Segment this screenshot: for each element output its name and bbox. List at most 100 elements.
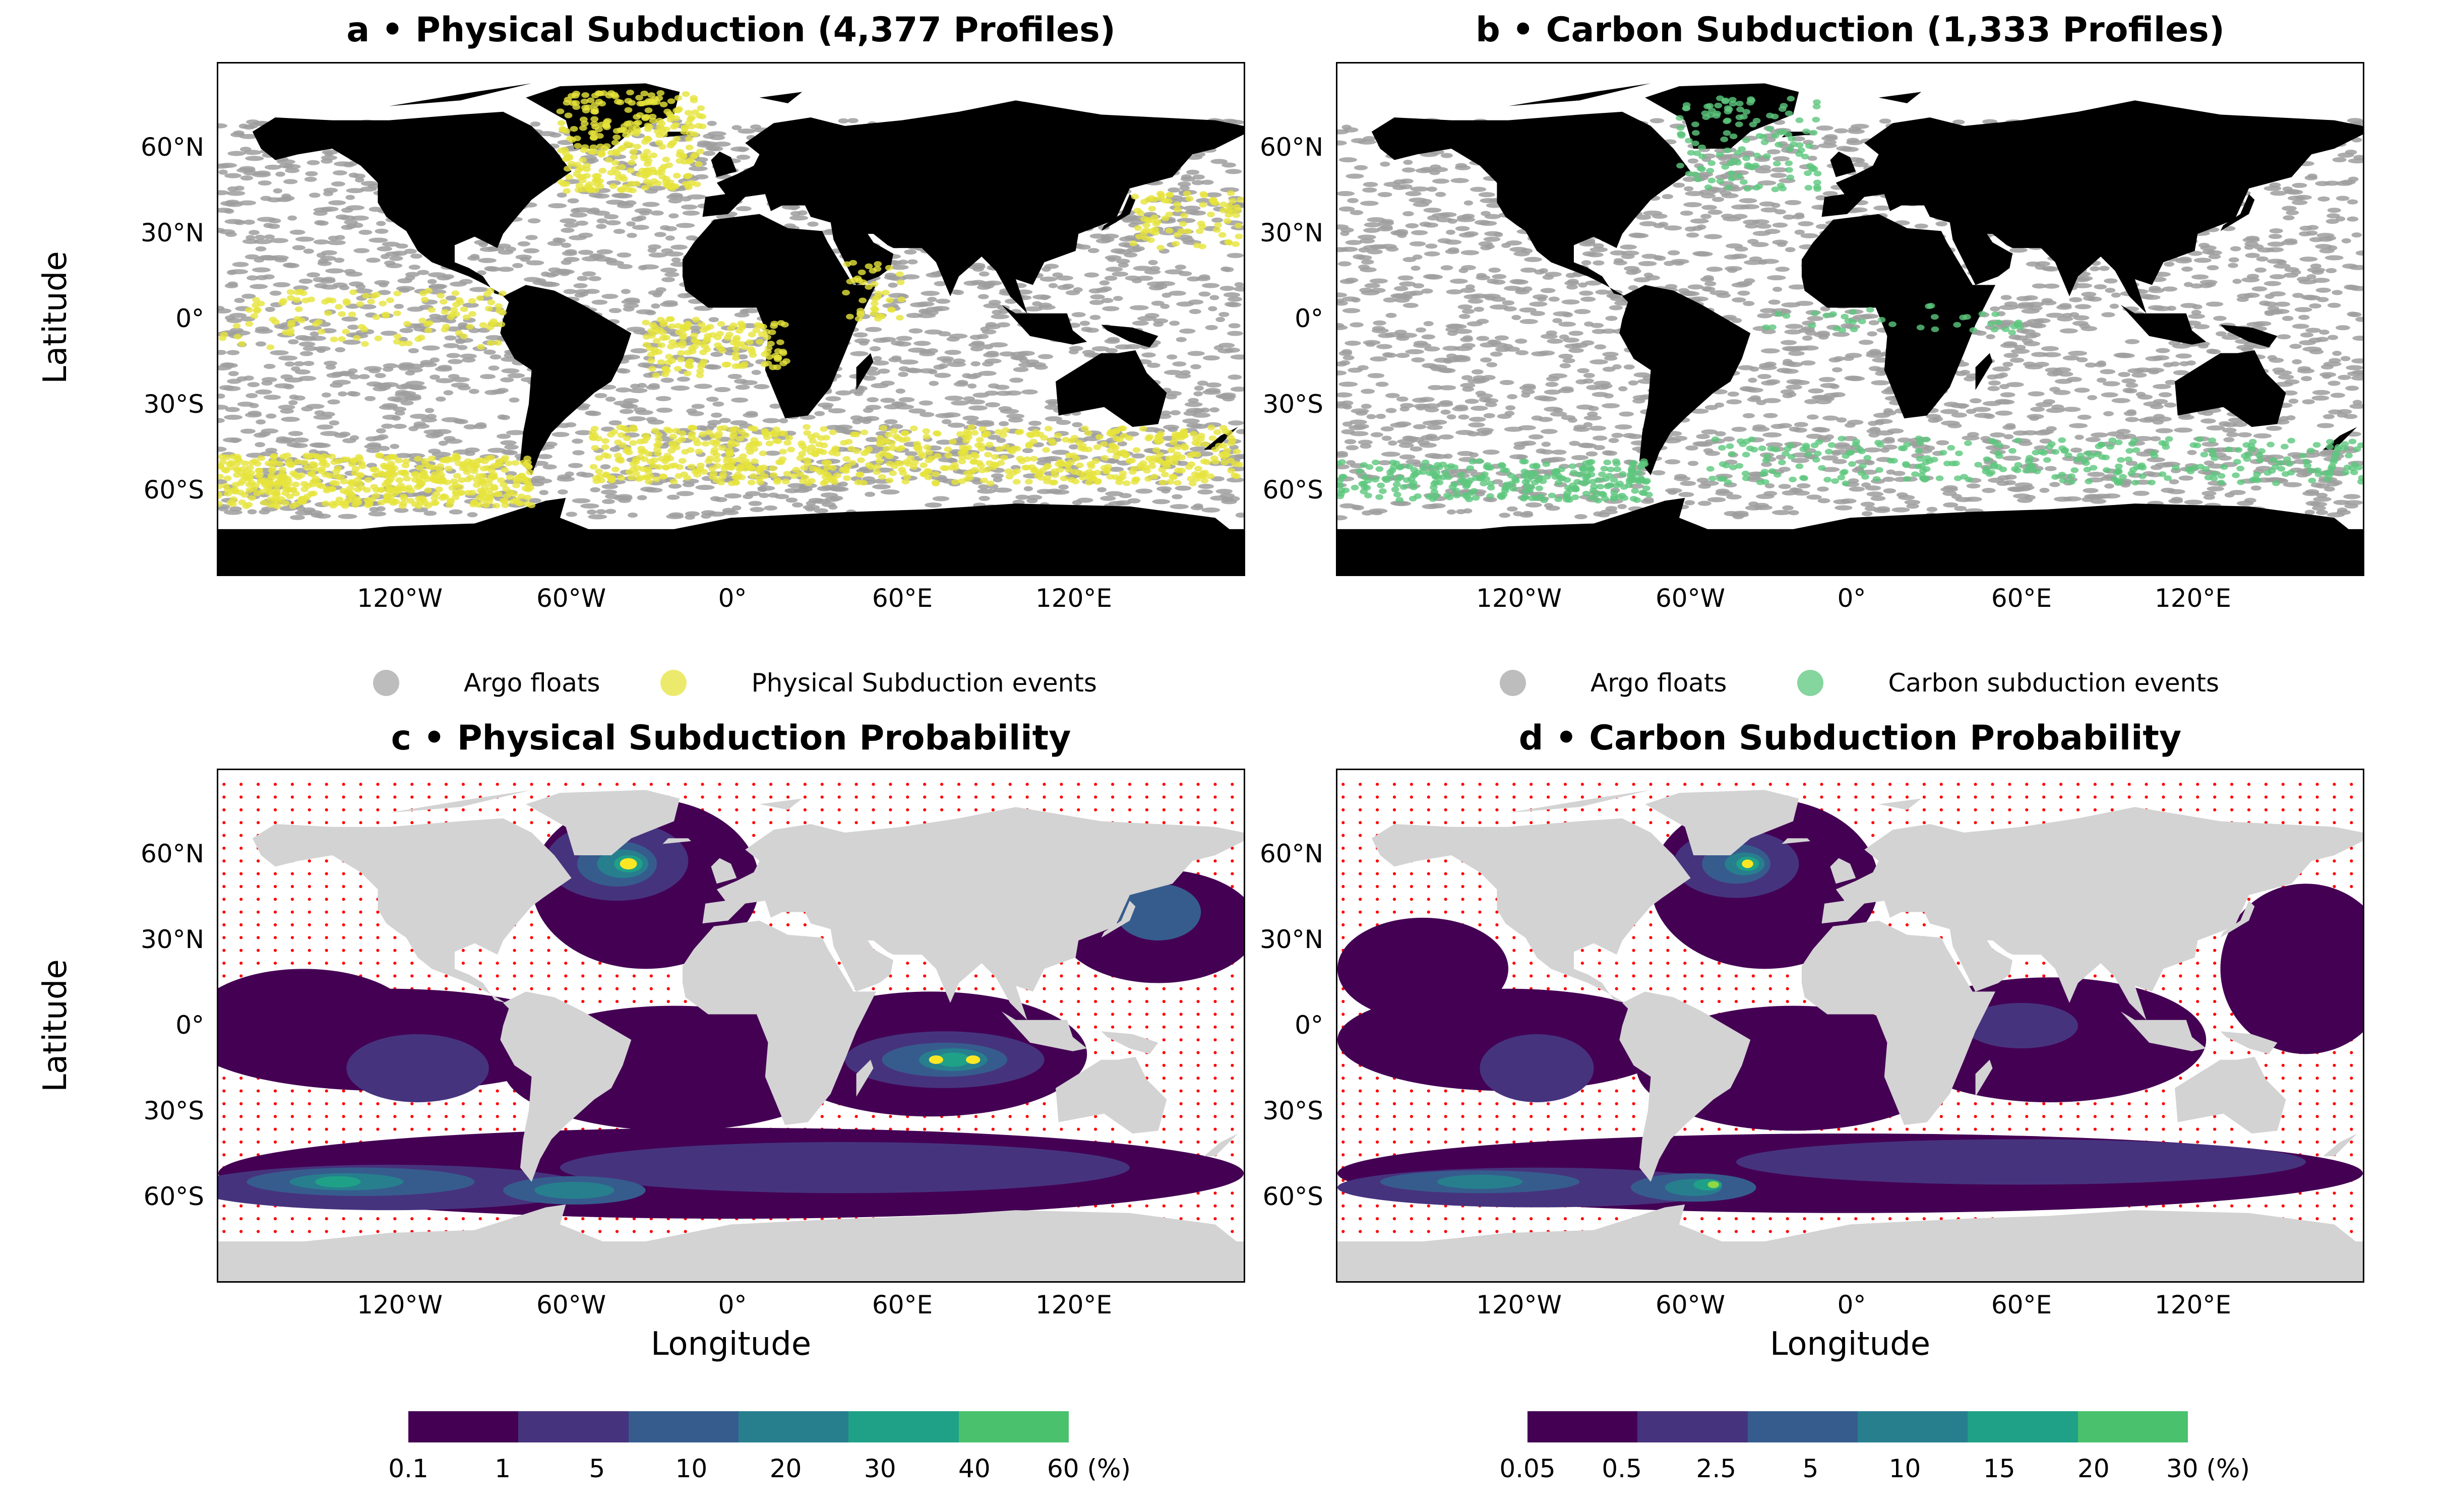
argo-float-point (695, 425, 708, 430)
argo-float-point (711, 412, 722, 418)
argo-float-point (227, 186, 238, 192)
argo-float-point (1132, 321, 1149, 326)
subduction-event-point (803, 457, 811, 463)
subduction-event-point (304, 483, 312, 489)
argo-float-point (978, 484, 989, 490)
subduction-event-point (233, 334, 242, 340)
argo-float-point (857, 386, 868, 391)
argo-float-point (569, 212, 588, 218)
subduction-event-point (1207, 424, 1215, 430)
subduction-event-point (587, 149, 595, 155)
subduction-event-point (1108, 443, 1116, 449)
argo-float-point (332, 170, 347, 176)
argo-float-point (228, 371, 239, 376)
argo-float-point (1164, 369, 1183, 375)
subduction-event-point (614, 439, 623, 446)
subduction-event-point (611, 140, 620, 146)
argo-float-point (991, 314, 1010, 320)
argo-float-point (968, 405, 988, 411)
argo-float-point (1087, 248, 1099, 254)
argo-float-point (936, 439, 953, 445)
subduction-event-point (878, 313, 886, 320)
subduction-event-point (650, 178, 658, 184)
subduction-event-point (674, 366, 682, 372)
subduction-event-point (1165, 211, 1174, 218)
subduction-event-point (240, 492, 249, 498)
subduction-event-point (460, 306, 468, 312)
argo-float-point (224, 208, 234, 214)
subduction-event-point (590, 116, 599, 122)
subduction-event-point (860, 480, 868, 486)
argo-float-point (467, 512, 478, 518)
argo-float-point (455, 338, 473, 343)
subduction-event-point (597, 121, 606, 128)
subduction-event-point (633, 114, 641, 120)
argo-float-point (358, 374, 370, 380)
subduction-event-point (820, 443, 828, 449)
argo-float-point (907, 347, 927, 353)
argo-float-point (261, 380, 273, 386)
subduction-event-point (1043, 475, 1052, 481)
argo-float-point (694, 384, 713, 389)
subduction-event-point (843, 475, 851, 481)
subduction-event-point (720, 425, 729, 431)
subduction-event-point (629, 149, 638, 155)
argo-float-point (724, 493, 742, 499)
subduction-event-point (1142, 222, 1150, 228)
subduction-event-point (708, 332, 717, 338)
subduction-event-point (603, 453, 612, 459)
subduction-event-point (360, 341, 369, 347)
argo-float-point (1169, 321, 1180, 326)
subduction-event-point (389, 498, 398, 504)
argo-float-point (1088, 288, 1103, 294)
argo-float-point (820, 492, 838, 498)
subduction-event-point (348, 311, 356, 318)
argo-float-point (288, 400, 298, 405)
argo-float-point (1228, 420, 1244, 426)
argo-float-point (334, 258, 345, 263)
argo-float-point (617, 252, 632, 258)
argo-float-point (719, 418, 731, 423)
argo-float-point (568, 463, 583, 468)
argo-float-point (1153, 284, 1168, 289)
subduction-event-point (683, 370, 692, 376)
panel-a-title: a • Physical Subduction (4,377 Profiles) (346, 10, 1116, 50)
subduction-event-point (594, 468, 603, 474)
argo-float-point (1228, 323, 1241, 329)
argo-float-point (246, 235, 256, 240)
subduction-event-point (1112, 428, 1121, 434)
subduction-event-point (591, 173, 600, 179)
argo-float-point (566, 512, 577, 517)
subduction-event-point (298, 498, 306, 504)
argo-float-point (437, 275, 451, 281)
panel-b-title: b • Carbon Subduction (1,333 Profiles) (1476, 10, 2225, 50)
subduction-event-point (1227, 468, 1236, 474)
subduction-event-point (1180, 428, 1188, 434)
argo-float-point (512, 263, 523, 269)
argo-float-point (320, 206, 339, 212)
subduction-event-point (523, 501, 532, 507)
subduction-event-point (441, 309, 449, 315)
subduction-event-point (656, 124, 664, 130)
subduction-event-point (1203, 459, 1211, 465)
subduction-event-point (270, 453, 278, 459)
subduction-event-point (831, 445, 840, 452)
subduction-event-point (506, 474, 514, 480)
subduction-event-point (1192, 435, 1200, 442)
argo-float-point (682, 482, 695, 487)
argo-float-point (509, 397, 520, 403)
subduction-event-point (1186, 452, 1195, 459)
subduction-event-point (1107, 447, 1115, 454)
subduction-event-point (1012, 479, 1021, 485)
argo-float-point (375, 228, 389, 234)
subduction-event-point (999, 432, 1007, 438)
subduction-event-point (785, 435, 793, 441)
subduction-event-point (721, 361, 730, 368)
subduction-event-point (735, 328, 744, 334)
argo-float-point (919, 400, 933, 406)
subduction-event-point (420, 296, 429, 303)
subduction-event-point (1112, 454, 1121, 460)
argo-float-point (941, 419, 952, 424)
subduction-event-point (322, 472, 330, 478)
argo-float-point (281, 416, 300, 422)
